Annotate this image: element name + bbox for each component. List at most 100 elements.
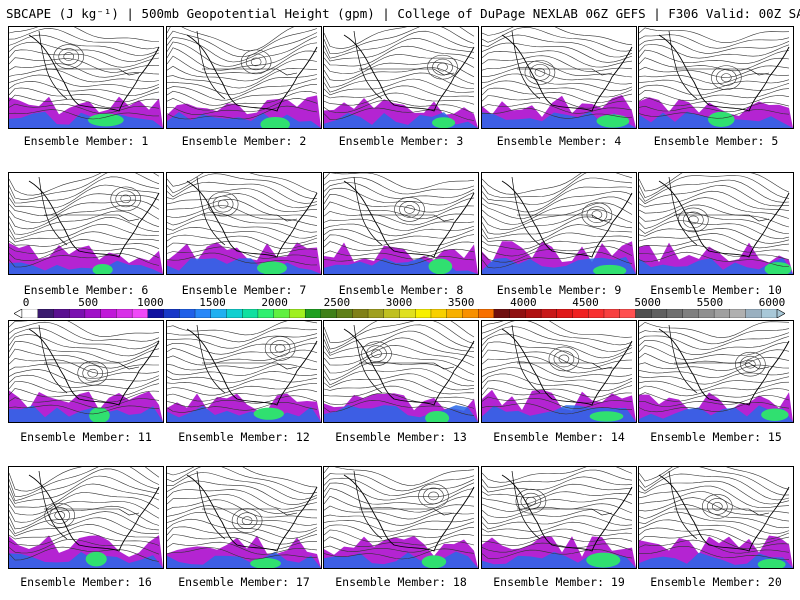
figure-title: SBCAPE (J kg⁻¹) | 500mb Geopotential Hei…	[6, 6, 800, 21]
ensemble-member-label: Ensemble Member: 6	[23, 283, 149, 297]
height-contours	[639, 467, 790, 560]
ensemble-map	[9, 173, 163, 274]
cape-shading	[324, 535, 478, 568]
ensemble-member-label: Ensemble Member: 13	[335, 430, 467, 444]
colorbar-swatch	[761, 309, 778, 318]
ensemble-map	[9, 467, 163, 568]
ensemble-map	[639, 173, 793, 274]
map-borders	[28, 176, 160, 258]
cape-shading	[639, 242, 793, 274]
colorbar-swatch	[147, 309, 165, 318]
ensemble-map	[482, 173, 636, 274]
ensemble-member-label: Ensemble Member: 5	[653, 134, 779, 148]
ensemble-member-label: Ensemble Member: 15	[650, 430, 782, 444]
colorbar-swatch	[446, 309, 463, 318]
ensemble-panel-20	[638, 466, 794, 569]
ensemble-member-label: Ensemble Member: 19	[493, 575, 625, 589]
map-borders	[658, 176, 790, 258]
colorbar-tick-label: 3500	[447, 296, 475, 309]
colorbar-swatch	[635, 309, 652, 318]
height-contours	[482, 321, 633, 415]
ensemble-member-label: Ensemble Member: 18	[335, 575, 467, 589]
map-borders	[501, 324, 633, 406]
ensemble-panel-3	[323, 26, 479, 129]
cape-shading	[324, 98, 478, 128]
colorbar-swatch	[399, 309, 416, 318]
ensemble-map	[639, 27, 793, 128]
ensemble-panel-4	[481, 26, 637, 129]
cape-shading	[482, 241, 636, 274]
ensemble-map	[482, 27, 636, 128]
map-borders	[28, 470, 160, 552]
ensemble-map	[324, 321, 478, 422]
map-borders	[186, 470, 318, 552]
map-borders	[501, 30, 633, 112]
ensemble-panel-9	[481, 172, 637, 275]
colorbar-swatch	[745, 309, 762, 318]
colorbar-swatch	[100, 309, 117, 318]
colorbar-swatch	[242, 309, 259, 318]
colorbar-swatch	[588, 309, 605, 318]
height-contours	[324, 321, 475, 416]
ensemble-member-label: Ensemble Member: 14	[493, 430, 625, 444]
colorbar-swatch	[116, 309, 133, 318]
ensemble-panel-16	[8, 466, 164, 569]
height-contours	[324, 467, 475, 560]
ensemble-panel-7	[166, 172, 322, 275]
ensemble-panel-6	[8, 172, 164, 275]
colorbar-swatch	[619, 309, 636, 318]
ensemble-panel-18	[323, 466, 479, 569]
height-contours	[324, 27, 475, 121]
ensemble-panel-8	[323, 172, 479, 275]
cape-shading	[639, 535, 793, 568]
height-contours	[167, 467, 318, 560]
map-borders	[343, 324, 475, 406]
ensemble-map	[324, 173, 478, 274]
height-contours	[639, 173, 790, 267]
height-contours	[167, 27, 318, 120]
colorbar-swatch	[556, 309, 573, 318]
cape-shading	[324, 393, 478, 422]
ensemble-map	[9, 321, 163, 422]
colorbar-swatch	[651, 309, 668, 318]
colorbar-swatch	[37, 309, 54, 318]
colorbar-tick-label: 0	[22, 296, 30, 309]
colorbar-swatch	[21, 309, 39, 318]
ensemble-member-label: Ensemble Member: 12	[178, 430, 310, 444]
ensemble-member-label: Ensemble Member: 7	[181, 283, 307, 297]
height-contours	[9, 321, 160, 415]
ensemble-panel-19	[481, 466, 637, 569]
colorbar-swatch	[729, 309, 746, 318]
ensemble-panel-1	[8, 26, 164, 129]
colorbar-swatch	[383, 309, 400, 318]
ensemble-member-label: Ensemble Member: 16	[20, 575, 152, 589]
colorbar-tick-label: 2500	[323, 296, 351, 309]
colorbar-tick-label: 4000	[510, 296, 537, 309]
colorbar-swatch	[572, 309, 589, 318]
colorbar-swatch	[336, 309, 353, 318]
ensemble-panel-15	[638, 320, 794, 423]
map-borders	[501, 470, 633, 552]
colorbar-swatch	[194, 309, 212, 318]
colorbar-swatch	[53, 309, 70, 318]
ensemble-member-label: Ensemble Member: 2	[181, 134, 307, 148]
colorbar-swatch	[666, 309, 684, 318]
height-contours	[9, 27, 160, 120]
colorbar-tick-label: 1000	[137, 296, 164, 309]
colorbar-swatch	[509, 309, 526, 318]
colorbar-swatch	[713, 309, 731, 318]
colorbar-swatch	[603, 309, 621, 318]
ensemble-panel-5	[638, 26, 794, 129]
colorbar-swatch	[257, 309, 275, 318]
ensemble-map	[639, 467, 793, 568]
cape-shading	[324, 242, 478, 274]
ensemble-panel-14	[481, 320, 637, 423]
map-borders	[343, 176, 475, 258]
cape-shading	[167, 95, 321, 128]
cape-shading	[9, 243, 163, 274]
cape-shading	[167, 393, 321, 422]
colorbar-swatch	[163, 309, 180, 318]
colorbar-swatch	[415, 309, 432, 318]
colorbar-swatch	[430, 309, 448, 318]
